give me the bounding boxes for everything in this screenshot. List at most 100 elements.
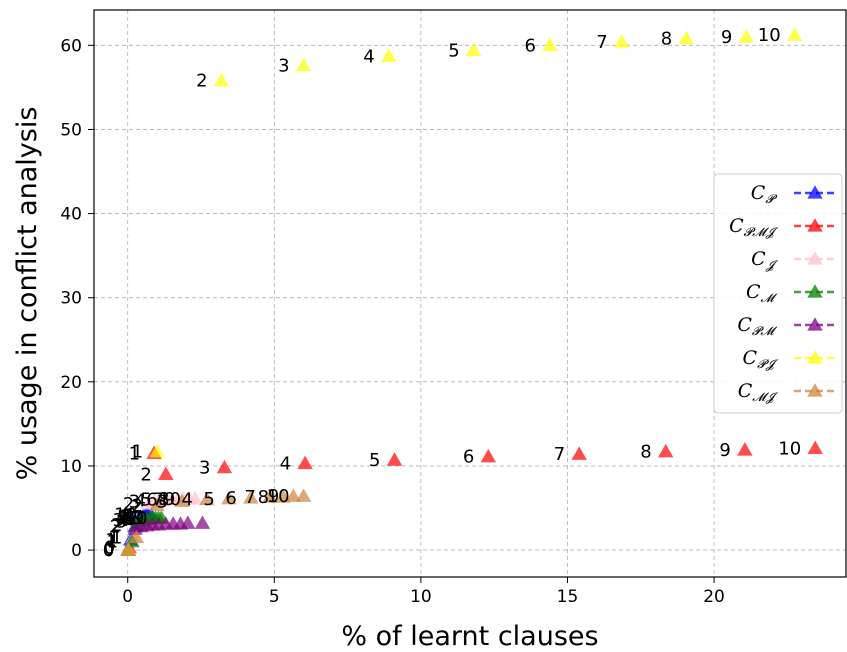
data-label: 4 (363, 46, 374, 67)
data-label: 0 (103, 539, 114, 560)
x-tick-label: 10 (410, 587, 432, 607)
data-label: 6 (463, 447, 474, 468)
data-point (542, 37, 558, 52)
data-label: 5 (140, 490, 151, 511)
data-label: 2 (111, 515, 122, 536)
legend-label: C𝓜𝓙 (738, 380, 779, 404)
data-label: 0 (103, 540, 114, 561)
data-label: 8 (130, 508, 141, 529)
data-label: 3 (199, 458, 210, 479)
data-point (243, 490, 259, 504)
series-mj (120, 488, 312, 556)
legend-label: C𝓟𝓙 (743, 347, 779, 371)
plot-frame (93, 9, 847, 578)
data-label: 9 (123, 506, 134, 527)
data-point (480, 448, 497, 463)
data-label: 2 (140, 464, 151, 485)
data-point (187, 490, 203, 505)
data-label: 4 (118, 510, 129, 531)
x-tick-label: 0 (122, 587, 133, 607)
y-axis-label: % usage in conflict analysis (12, 107, 43, 481)
legend-marker (807, 383, 823, 397)
data-point (128, 529, 145, 544)
data-point (786, 27, 803, 41)
data-point (285, 488, 302, 502)
data-label: 0 (103, 540, 114, 561)
data-label: 5 (448, 40, 459, 61)
data-label: 2 (123, 494, 134, 515)
legend-label: C𝓜 (746, 281, 778, 305)
data-label: 7 (120, 506, 131, 527)
legend-label: C𝓟𝓜𝓙 (729, 215, 779, 239)
data-label: 8 (121, 506, 132, 527)
legend-marker (807, 284, 823, 298)
data-label: 5 (369, 450, 380, 471)
data-point (149, 497, 165, 512)
data-point (275, 489, 291, 503)
data-point (738, 29, 755, 43)
data-point (174, 493, 190, 507)
data-label: 2 (132, 495, 143, 516)
data-label: 0 (104, 538, 115, 559)
y-tick-label: 10 (60, 457, 82, 477)
data-label: 2 (196, 71, 207, 92)
data-label: 4 (135, 490, 146, 511)
y-tick-label: 40 (60, 205, 82, 225)
x-tick-label: 5 (269, 587, 280, 607)
data-point (149, 443, 165, 458)
legend-box (713, 173, 843, 414)
data-label: 4 (280, 453, 291, 474)
data-point (180, 515, 196, 529)
data-label: 6 (118, 506, 129, 527)
data-label: 5 (203, 489, 214, 510)
legend-marker (807, 317, 823, 331)
data-point (386, 452, 403, 466)
data-label: 9 (721, 27, 732, 48)
data-label: 1 (107, 532, 118, 553)
data-label: 9 (268, 486, 279, 507)
data-label: 10 (267, 486, 290, 507)
x-tick-label: 20 (703, 587, 725, 607)
y-tick-label: 60 (60, 36, 82, 56)
data-point (380, 48, 397, 62)
y-tick-label: 30 (60, 289, 82, 309)
data-point (614, 34, 630, 48)
data-label: 3 (129, 491, 140, 512)
data-label: 7 (127, 508, 138, 529)
data-label: 9 (164, 489, 175, 510)
data-label: 2 (110, 517, 121, 538)
data-label: 1 (111, 527, 122, 548)
data-label: 3 (278, 56, 289, 77)
y-tick-label: 20 (60, 373, 82, 393)
data-label: 8 (640, 442, 651, 463)
data-label: 8 (661, 29, 672, 50)
data-label: 10 (778, 438, 801, 459)
data-label: 6 (124, 509, 135, 530)
data-label: 8 (158, 489, 169, 510)
data-label: 6 (225, 488, 236, 509)
data-label: 7 (596, 32, 607, 53)
data-label: 0 (103, 540, 114, 561)
data-label: 7 (244, 487, 255, 508)
data-label: 5 (117, 507, 128, 528)
data-point (158, 466, 174, 481)
data-point (678, 30, 694, 45)
data-label: 10 (158, 489, 181, 510)
legend-marker (807, 251, 823, 265)
data-point (262, 489, 278, 503)
data-label: 1 (105, 530, 116, 551)
data-point (465, 42, 482, 57)
data-label: 9 (719, 440, 730, 461)
data-point (807, 440, 823, 454)
data-label: 5 (121, 509, 132, 530)
legend-marker (807, 185, 823, 199)
data-point (199, 491, 215, 506)
data-point (213, 72, 230, 87)
data-label: 3 (115, 511, 126, 532)
data-label: 3 (157, 491, 168, 512)
data-points (120, 27, 823, 556)
data-label: 9 (133, 508, 144, 529)
data-point (571, 446, 587, 460)
